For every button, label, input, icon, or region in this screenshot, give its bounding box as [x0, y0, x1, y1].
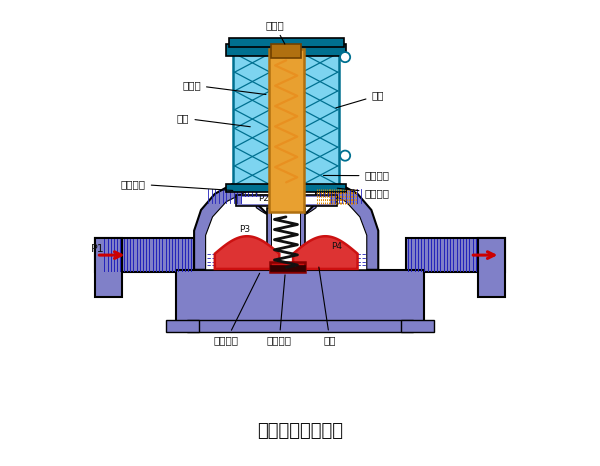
Bar	[267, 208, 305, 270]
Bar	[271, 44, 301, 58]
Text: P3: P3	[239, 225, 250, 234]
Bar	[233, 54, 271, 189]
Text: 主阀阀芯: 主阀阀芯	[267, 275, 292, 345]
Text: P1: P1	[91, 244, 105, 254]
Polygon shape	[215, 236, 279, 269]
Bar	[187, 321, 413, 332]
Bar	[270, 262, 305, 272]
Bar	[226, 44, 346, 56]
Circle shape	[340, 151, 350, 161]
Text: 膜片: 膜片	[319, 267, 336, 345]
Bar	[229, 38, 344, 47]
Bar	[269, 49, 304, 212]
Bar	[226, 184, 346, 192]
Bar	[242, 197, 272, 205]
Text: 平衡孔道: 平衡孔道	[121, 179, 233, 191]
Text: 弹簧: 弹簧	[336, 90, 384, 108]
Bar	[478, 238, 505, 297]
Bar	[271, 210, 301, 267]
Text: 定铁心: 定铁心	[265, 20, 285, 44]
Bar	[406, 238, 505, 272]
Bar	[301, 54, 339, 189]
Polygon shape	[293, 236, 358, 269]
Text: 管道联系式电磁阀: 管道联系式电磁阀	[257, 422, 343, 440]
Text: P2: P2	[257, 194, 269, 203]
Polygon shape	[194, 175, 378, 270]
Bar	[166, 321, 199, 332]
Text: 泄出孔道: 泄出孔道	[337, 188, 389, 198]
Bar	[95, 238, 194, 272]
Circle shape	[340, 52, 350, 62]
Bar	[300, 197, 330, 205]
Bar	[176, 270, 424, 323]
Bar	[236, 195, 337, 206]
Text: 线圈: 线圈	[177, 113, 250, 127]
Bar	[270, 265, 305, 271]
Text: 主阀阀座: 主阀阀座	[214, 273, 260, 345]
Text: 动铁心: 动铁心	[182, 80, 266, 95]
Bar	[95, 238, 122, 297]
Text: 导阀阀座: 导阀阀座	[323, 171, 389, 181]
Polygon shape	[206, 188, 367, 270]
Bar	[401, 321, 434, 332]
Text: P4: P4	[331, 242, 342, 251]
